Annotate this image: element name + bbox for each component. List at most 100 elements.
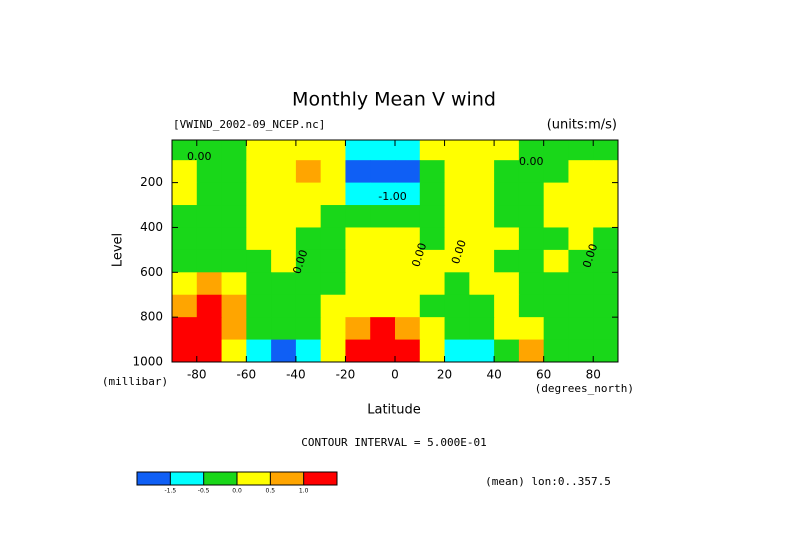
contour-cell bbox=[494, 182, 520, 206]
contour-cell bbox=[419, 140, 446, 161]
contour-cell bbox=[593, 160, 619, 184]
contour-cell bbox=[370, 140, 396, 161]
contour-cell bbox=[568, 249, 594, 273]
contour-cell bbox=[246, 249, 272, 273]
contour-cell bbox=[295, 294, 322, 318]
contour-cell bbox=[518, 294, 545, 318]
subtitle: [VWIND_2002-09_NCEP.nc] bbox=[173, 118, 325, 131]
contour-cell bbox=[295, 249, 322, 273]
y-tick-label: 400 bbox=[140, 220, 163, 234]
x-tick-label: 40 bbox=[486, 368, 501, 382]
contour-cell bbox=[246, 205, 272, 228]
contour-cell bbox=[271, 227, 297, 251]
contour-cell bbox=[593, 317, 619, 341]
contour-cell bbox=[172, 182, 198, 206]
contour-cell bbox=[568, 182, 594, 206]
contour-cell bbox=[419, 182, 446, 206]
contour-cell bbox=[568, 272, 594, 296]
contour-cell bbox=[295, 140, 322, 161]
contour-cell bbox=[419, 205, 446, 228]
contour-cell bbox=[246, 140, 272, 161]
chart-title: Monthly Mean V wind bbox=[292, 89, 496, 111]
contour-cell bbox=[444, 160, 470, 184]
x-tick-label: 20 bbox=[437, 368, 452, 382]
contour-cell bbox=[370, 339, 396, 363]
contour-cell bbox=[568, 205, 594, 228]
contour-cell bbox=[221, 339, 247, 363]
contour-cell bbox=[518, 227, 545, 251]
contour-cell bbox=[395, 272, 421, 296]
contour-label: -1.00 bbox=[378, 190, 406, 203]
contour-cell bbox=[221, 272, 247, 296]
contour-cell bbox=[320, 249, 346, 273]
x-tick-label: 60 bbox=[536, 368, 551, 382]
contour-cell bbox=[271, 317, 297, 341]
contour-cell bbox=[568, 140, 594, 161]
contour-cell bbox=[172, 339, 198, 363]
contour-cell bbox=[271, 182, 297, 206]
contour-cell bbox=[320, 160, 346, 184]
colorbar-swatch bbox=[203, 472, 237, 485]
contour-cell bbox=[518, 249, 545, 273]
contour-cell bbox=[295, 182, 322, 206]
colorbar-label: 1.0 bbox=[299, 488, 309, 495]
contour-cell bbox=[172, 227, 198, 251]
contour-cell bbox=[221, 140, 247, 161]
contour-cell bbox=[395, 317, 421, 341]
contour-cell bbox=[444, 317, 470, 341]
contour-cell bbox=[518, 339, 545, 363]
contour-cell bbox=[246, 160, 272, 184]
colorbar-swatch bbox=[270, 472, 304, 485]
contour-cell bbox=[320, 317, 346, 341]
contour-cell bbox=[494, 339, 520, 363]
contour-cell bbox=[444, 294, 470, 318]
contour-cell bbox=[395, 140, 421, 161]
contour-cell bbox=[370, 272, 396, 296]
contour-cell bbox=[444, 140, 470, 161]
contour-cell bbox=[221, 249, 247, 273]
contour-cell bbox=[370, 205, 396, 228]
contour-cell bbox=[271, 160, 297, 184]
contour-cell bbox=[444, 227, 470, 251]
contour-cell bbox=[196, 294, 223, 318]
contour-cell bbox=[395, 160, 421, 184]
contour-cell bbox=[469, 272, 495, 296]
contour-cell bbox=[345, 182, 371, 206]
contour-cell bbox=[469, 182, 495, 206]
contour-cell bbox=[469, 294, 495, 318]
x-tick-label: 80 bbox=[586, 368, 601, 382]
contour-cell bbox=[295, 339, 322, 363]
contour-cell bbox=[196, 182, 223, 206]
x-axis-units: (degrees_north) bbox=[535, 382, 634, 395]
contour-cell bbox=[518, 182, 545, 206]
contour-cell bbox=[320, 182, 346, 206]
colorbar-swatch bbox=[170, 472, 204, 485]
contour-cell bbox=[543, 294, 569, 318]
contour-cell bbox=[345, 160, 371, 184]
contour-cell bbox=[444, 249, 470, 273]
contour-cell bbox=[469, 140, 495, 161]
y-tick-label: 800 bbox=[140, 310, 163, 324]
y-tick-label: 200 bbox=[140, 175, 163, 189]
contour-cell bbox=[419, 294, 446, 318]
contour-cell bbox=[469, 205, 495, 228]
contour-cell bbox=[370, 160, 396, 184]
units: (units:m/s) bbox=[547, 118, 617, 133]
contour-cell bbox=[172, 317, 198, 341]
y-axis-title: Level bbox=[111, 233, 126, 267]
contour-cell bbox=[345, 339, 371, 363]
contour-cell bbox=[221, 227, 247, 251]
contour-cell bbox=[370, 227, 396, 251]
contour-cell bbox=[370, 317, 396, 341]
contour-cell bbox=[246, 182, 272, 206]
contour-cell bbox=[246, 317, 272, 341]
contour-cell bbox=[246, 272, 272, 296]
contour-cell bbox=[494, 160, 520, 184]
contour-cell bbox=[494, 140, 520, 161]
contour-cell bbox=[295, 272, 322, 296]
contour-cell bbox=[568, 339, 594, 363]
y-axis-units: (millibar) bbox=[102, 375, 168, 388]
y-tick-label: 600 bbox=[140, 265, 163, 279]
